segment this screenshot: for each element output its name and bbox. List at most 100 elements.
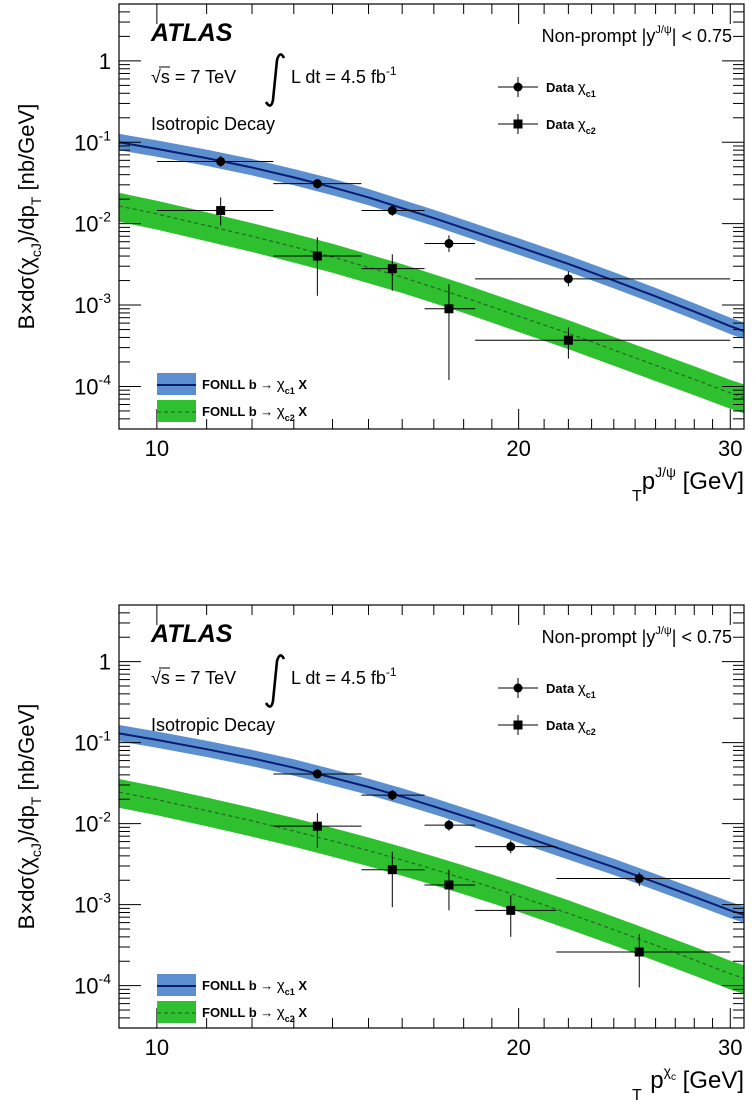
legend-circle-marker (513, 82, 523, 92)
circle-marker (312, 769, 322, 779)
circle-marker (444, 820, 454, 830)
y-tick-label: 10-4 (74, 371, 111, 399)
y-tick-label: 10-1 (74, 728, 111, 756)
selection-sup: J/ψ (655, 625, 672, 637)
y-label-sub2: T (28, 196, 44, 205)
legend-theory-text: FONLL b (202, 1005, 257, 1020)
y-tick-label: 1 (99, 650, 111, 675)
square-marker (634, 947, 644, 957)
y-label-end: [nb/GeV] (14, 104, 39, 197)
square-marker (312, 251, 322, 261)
legend-square-marker (513, 720, 523, 730)
y-tick-label: 1 (99, 49, 111, 74)
energy-label: √s = 7 TeV (151, 668, 236, 688)
x-label-supsub: c (671, 1072, 676, 1083)
legend-chi-sub: c1 (586, 89, 596, 99)
data-point-c1-3 (361, 205, 425, 216)
legend-data-text: Data (546, 681, 575, 696)
legend-theory-c2: FONLL b → χc2 X (157, 400, 307, 423)
legend-theory-chi: χ (277, 376, 285, 393)
legend-theory: FONLL b → χc1 X FONLL b → χc2 X (157, 373, 307, 423)
circle-marker (387, 790, 397, 800)
plot-area (119, 133, 744, 414)
legend-theory-sub: c1 (285, 987, 295, 997)
y-tick-label-base: 10 (74, 893, 98, 918)
selection-text: Non-prompt |y (542, 26, 656, 46)
legend-data-text: Data (546, 80, 575, 95)
y-label-main: B×dσ(χ (14, 257, 39, 330)
lumi-exp: -1 (386, 64, 397, 78)
legend-theory-label: FONLL b → χc2 X (202, 1004, 307, 1024)
legend-theory-c1: FONLL b → χc1 X (157, 974, 307, 997)
y-tick-label: 10-3 (74, 890, 111, 918)
y-tick-label-exp: -2 (99, 209, 112, 225)
legend-data-label: Data χc1 (546, 680, 596, 700)
x-label-sub: T (632, 1087, 642, 1104)
legend-theory-chi: χ (277, 1004, 285, 1021)
y-tick-label-base: 10 (74, 212, 98, 237)
theory-line-c1 (119, 732, 744, 916)
plot-frame (118, 3, 745, 430)
legend-chi: χ (578, 717, 586, 734)
axis-ticks (119, 3, 744, 430)
selection-sup: J/ψ (655, 24, 672, 36)
data-point-c2-5 (475, 327, 731, 359)
square-marker (563, 335, 573, 345)
x-tick-label: 10 (145, 436, 169, 461)
legend-chi-sub: c2 (586, 727, 596, 737)
y-axis-label: B×dσ(χcJ)/dpT [nb/GeV] (14, 704, 44, 930)
legend-theory-sub: c2 (285, 1014, 295, 1024)
square-marker (387, 865, 397, 875)
legend-data-c2: Data χc2 (498, 114, 596, 136)
y-label-main: B×dσ(χ (14, 857, 39, 930)
selection-text: Non-prompt |y (542, 627, 656, 647)
legend-theory-label: FONLL b → χc2 X (202, 403, 307, 423)
legend-theory-c2: FONLL b → χc2 X (157, 1001, 307, 1024)
selection-cut: | < 0.75 (672, 26, 732, 46)
legend-theory-end: X (295, 377, 308, 392)
annotations: ATLAS √s = 7 TeV L dt = 4.5 fb-1 Isotropic … (150, 19, 732, 134)
x-tick-label: 30 (718, 436, 742, 461)
y-tick-label: 10-4 (74, 971, 111, 999)
square-marker (444, 880, 454, 890)
x-label-unit: [GeV] (676, 468, 744, 495)
experiment-label: ATLAS (150, 620, 233, 648)
y-tick-label: 10-3 (74, 290, 111, 318)
x-label-sup: χ (664, 1063, 672, 1079)
y-label-sub: cJ (28, 843, 44, 857)
legend-band-swatch (157, 400, 196, 422)
data-point-c2-3 (361, 254, 425, 291)
selection-label: Non-prompt |yJ/ψ| < 0.75 (542, 625, 732, 647)
y-label-mid: )/dp (14, 805, 39, 843)
x-label-sub: T (632, 488, 642, 505)
legend-data-label: Data χc1 (546, 79, 596, 99)
legend-theory-c1: FONLL b → χc1 X (157, 373, 307, 396)
circle-marker (444, 239, 454, 249)
legend-chi: χ (578, 116, 586, 133)
legend-theory-text: FONLL b (202, 978, 257, 993)
legend-theory-end: X (295, 1005, 308, 1020)
legend-theory-end: X (295, 978, 308, 993)
energy-label: √s = 7 TeV (151, 67, 236, 87)
arrow-icon: → (260, 978, 273, 993)
y-tick-label: 10-2 (74, 809, 111, 837)
circle-marker (634, 874, 644, 884)
y-tick-label: 10-2 (74, 209, 111, 237)
x-label-p: p (650, 1067, 663, 1094)
selection-cut: | < 0.75 (672, 627, 732, 647)
data-point-c1-1 (156, 155, 274, 167)
y-tick-label-base: 10 (74, 130, 98, 155)
legend-square-marker (513, 119, 523, 129)
y-tick-label-base: 1 (99, 650, 111, 675)
y-tick-label-exp: -2 (99, 809, 112, 825)
axis-ticks (119, 604, 744, 1029)
data-point-c2-3 (424, 869, 476, 911)
x-tick-label: 10 (145, 1035, 169, 1060)
lumi-exp: -1 (386, 665, 397, 679)
y-label-sub: cJ (28, 243, 44, 257)
legend-chi-sub: c1 (586, 690, 596, 700)
y-tick-label-exp: -3 (99, 890, 112, 906)
data-point-c1-5 (475, 271, 731, 287)
